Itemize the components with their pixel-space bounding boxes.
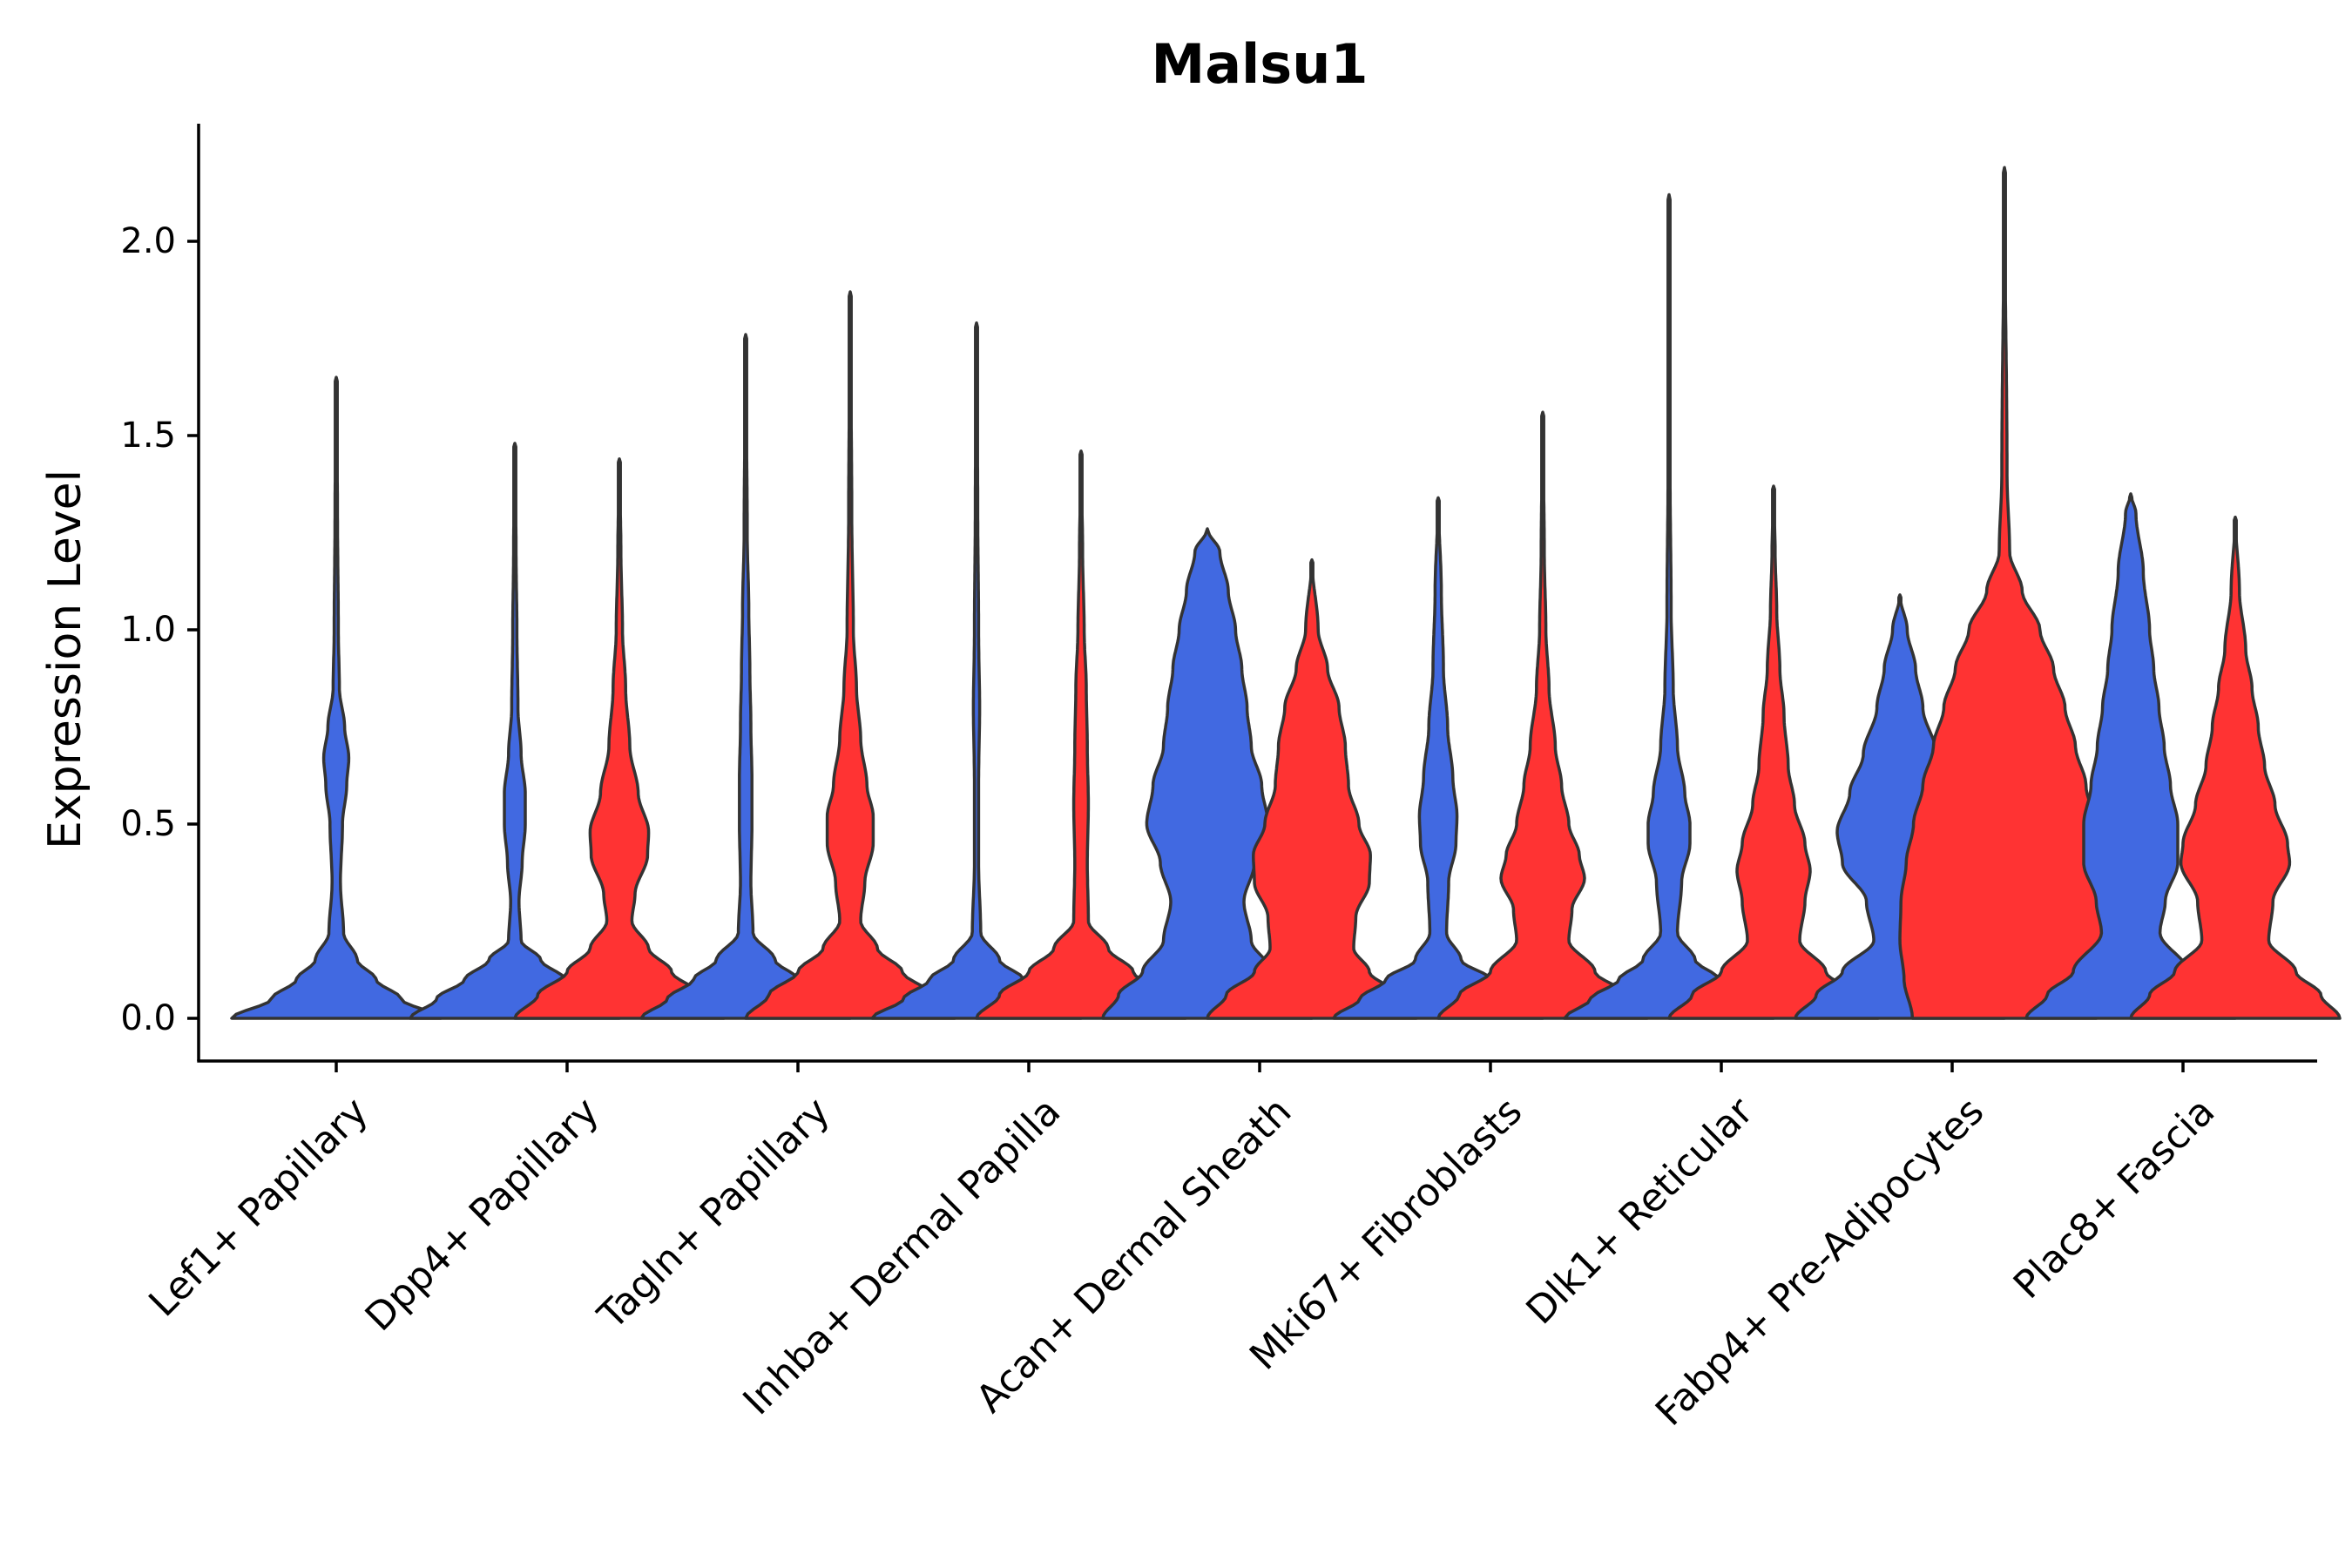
violin-group2-7 (1667, 484, 1880, 1020)
y-tick-label: 2.0 (120, 221, 176, 261)
y-axis-label: Expression Level (39, 470, 91, 849)
y-tick-label: 0.5 (120, 804, 176, 844)
y-tick-label: 1.0 (120, 610, 176, 650)
violin-group2-9 (2129, 515, 2342, 1020)
axes-layer (197, 124, 2317, 1063)
violin-group2-6 (1436, 410, 1649, 1020)
chart-title: Malsu1 (1152, 32, 1369, 96)
violin-group1-9 (2024, 492, 2237, 1020)
x-tick-label: Lef1+ Papillary (140, 1089, 376, 1325)
x-tick-label: Dpp4+ Papillary (357, 1089, 608, 1340)
violin-group1-1 (230, 375, 443, 1020)
x-tick-label: Plac8+ Fascia (2005, 1089, 2224, 1308)
violin-group2-5 (1206, 558, 1418, 1020)
x-tick-label: Tagln+ Papillary (589, 1089, 838, 1338)
y-tick-label: 1.5 (120, 416, 176, 456)
violin-group1-7 (1563, 193, 1775, 1020)
violin-group1-3 (639, 333, 852, 1020)
violin-group1-6 (1332, 496, 1544, 1020)
violin-group2-3 (744, 290, 956, 1020)
violin-group2-8 (1898, 166, 2111, 1020)
x-tick-label: Dlk1+ Reticular (1517, 1089, 1762, 1334)
violin-layer (230, 166, 2342, 1020)
violin-group2-4 (975, 449, 1187, 1020)
y-tick-label: 0.0 (120, 998, 176, 1038)
violin-group1-4 (870, 321, 1083, 1020)
violin-group2-2 (513, 457, 726, 1020)
violin-group1-2 (409, 442, 621, 1020)
